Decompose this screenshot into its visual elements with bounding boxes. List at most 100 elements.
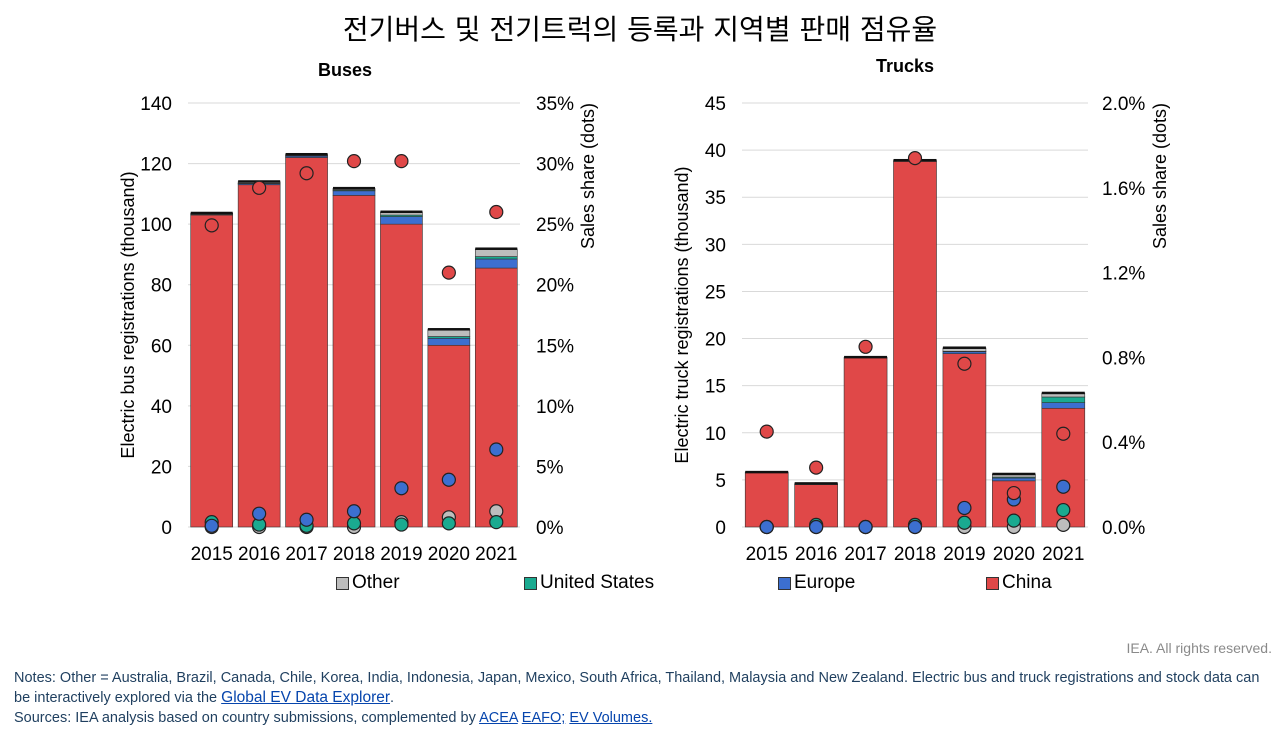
buses-x-tick-label: 2017 — [285, 544, 327, 565]
buses-share-dot-united-states — [441, 516, 456, 531]
buses-x-tick-label: 2016 — [238, 544, 280, 565]
buses-bar-topline — [190, 211, 233, 215]
trucks-y-tick-label: 20 — [705, 330, 726, 351]
legend-label-us: United States — [540, 572, 655, 593]
buses-bar-topline — [380, 210, 423, 214]
trucks-y2-axis-label: Sales share (dots) — [1150, 103, 1170, 249]
notes-block: Notes: Other = Australia, Brazil, Canada… — [14, 668, 1264, 728]
buses-bar-china — [427, 344, 471, 528]
buses-y-tick-label: 80 — [151, 276, 172, 297]
buses-y-tick-label: 40 — [151, 397, 172, 418]
legend-label-china: China — [1002, 572, 1052, 593]
trucks-y-tick-label: 0 — [715, 518, 726, 539]
notes-end: . — [390, 690, 395, 706]
trucks-share-dot-china — [809, 460, 824, 475]
eafo-link[interactable]: EAFO; — [521, 710, 566, 726]
trucks-y-tick-label: 10 — [705, 424, 726, 445]
trucks-x-tick-label: 2016 — [795, 544, 837, 565]
buses-y-axis-label: Electric bus registrations (thousand) — [118, 171, 138, 458]
buses-bar-china — [332, 195, 376, 528]
trucks-x-tick-label: 2020 — [993, 544, 1035, 565]
trucks-bar-united-states — [1041, 396, 1086, 403]
buses-share-dot-china — [394, 154, 409, 169]
legend-swatch-europe — [778, 576, 791, 590]
trucks-bar-topline — [942, 346, 986, 349]
trucks-y-tick-label: 40 — [705, 141, 726, 162]
buses-bar-china — [380, 223, 423, 528]
buses-share-dot-europe — [441, 472, 456, 487]
buses-share-dot-europe — [299, 512, 314, 527]
trucks-share-dot-china — [759, 424, 774, 439]
buses-share-dot-europe — [252, 506, 267, 521]
buses-y2-tick-label: 20% — [536, 276, 574, 297]
buses-x-tick-label: 2020 — [428, 544, 470, 565]
rights-text: IEA. All rights reserved. — [1126, 640, 1272, 656]
legend-item-china: China — [986, 572, 1052, 594]
buses-x-tick-label: 2015 — [191, 544, 233, 565]
buses-share-dot-europe — [204, 518, 219, 533]
trucks-bar-china — [942, 353, 987, 528]
buses-share-dot-china — [204, 218, 219, 233]
buses-x-tick-label: 2019 — [380, 544, 422, 565]
buses-bar-other — [427, 329, 471, 337]
legend-swatch-china — [986, 576, 999, 590]
buses-share-dot-china — [489, 204, 504, 220]
notes-line: Notes: Other = Australia, Brazil, Canada… — [14, 668, 1264, 708]
buses-y2-tick-label: 10% — [536, 397, 574, 418]
global-ev-data-explorer-link[interactable]: Global EV Data Explorer — [221, 689, 391, 706]
buses-bar-topline — [285, 152, 328, 156]
charts-canvas: Buses0204060801001201400%5%10%15%20%25%3… — [118, 56, 1170, 565]
buses-share-dot-china — [299, 166, 314, 181]
buses-chart-title: Buses — [318, 60, 372, 80]
trucks-bar-china — [843, 357, 888, 528]
buses-bar-china — [285, 157, 328, 528]
legend-item-us: United States — [524, 572, 654, 594]
trucks-y2-tick-label: 2.0% — [1102, 94, 1145, 115]
main-title: 전기버스 및 전기트럭의 등록과 지역별 판매 점유율 — [342, 13, 938, 46]
buses-x-tick-label: 2021 — [475, 544, 517, 565]
buses-y2-tick-label: 35% — [536, 94, 574, 115]
trucks-bar-topline — [992, 472, 1036, 476]
buses-y-tick-label: 100 — [140, 215, 172, 236]
trucks-y-tick-label: 5 — [715, 471, 726, 492]
buses-share-dot-china — [252, 180, 267, 195]
legend-label-other: Other — [352, 572, 400, 593]
legend-item-europe: Europe — [778, 572, 855, 594]
trucks-chart-title: Trucks — [876, 56, 934, 76]
buses-bar-europe — [427, 338, 471, 346]
trucks-bar-topline — [745, 470, 789, 474]
trucks-y-tick-label: 30 — [705, 235, 726, 256]
trucks-share-dot-europe — [1056, 479, 1071, 494]
buses-share-dot-europe — [346, 504, 362, 519]
trucks-y-tick-label: 15 — [705, 377, 726, 398]
buses-bar-topline — [333, 186, 375, 190]
buses-bar-china — [474, 267, 518, 528]
legend-item-other: Other — [336, 572, 400, 594]
trucks-share-dot-europe — [759, 519, 774, 535]
buses-share-dot-united-states — [346, 516, 362, 531]
acea-link[interactable]: ACEA — [479, 710, 518, 726]
buses-bar-europe — [474, 258, 518, 269]
trucks-bar-topline — [844, 355, 888, 359]
ev-volumes-link[interactable]: EV Volumes. — [569, 710, 653, 726]
trucks-x-tick-label: 2018 — [894, 544, 936, 565]
sources-text: Sources: IEA analysis based on country s… — [14, 710, 480, 726]
buses-y-tick-label: 0 — [161, 518, 172, 539]
trucks-y2-tick-label: 1.2% — [1102, 264, 1145, 285]
trucks-y-axis-label: Electric truck registrations (thousand) — [672, 166, 692, 463]
buses-y2-tick-label: 15% — [536, 336, 574, 357]
buses-bar-topline — [475, 247, 518, 250]
trucks-share-dot-other — [1056, 517, 1071, 532]
trucks-x-tick-label: 2021 — [1042, 544, 1084, 565]
trucks-x-tick-label: 2015 — [746, 544, 788, 565]
trucks-share-dot-united-states — [1006, 513, 1021, 528]
trucks-y-tick-label: 25 — [705, 282, 726, 303]
trucks-y-tick-label: 45 — [705, 94, 726, 115]
trucks-share-dot-china — [957, 356, 972, 371]
trucks-share-dot-china — [858, 339, 873, 354]
buses-y2-tick-label: 30% — [536, 155, 574, 176]
buses-bar-united-states — [474, 256, 518, 260]
trucks-share-dot-europe — [858, 519, 873, 535]
buses-bar-china — [190, 214, 234, 528]
legend-swatch-us — [524, 576, 537, 590]
